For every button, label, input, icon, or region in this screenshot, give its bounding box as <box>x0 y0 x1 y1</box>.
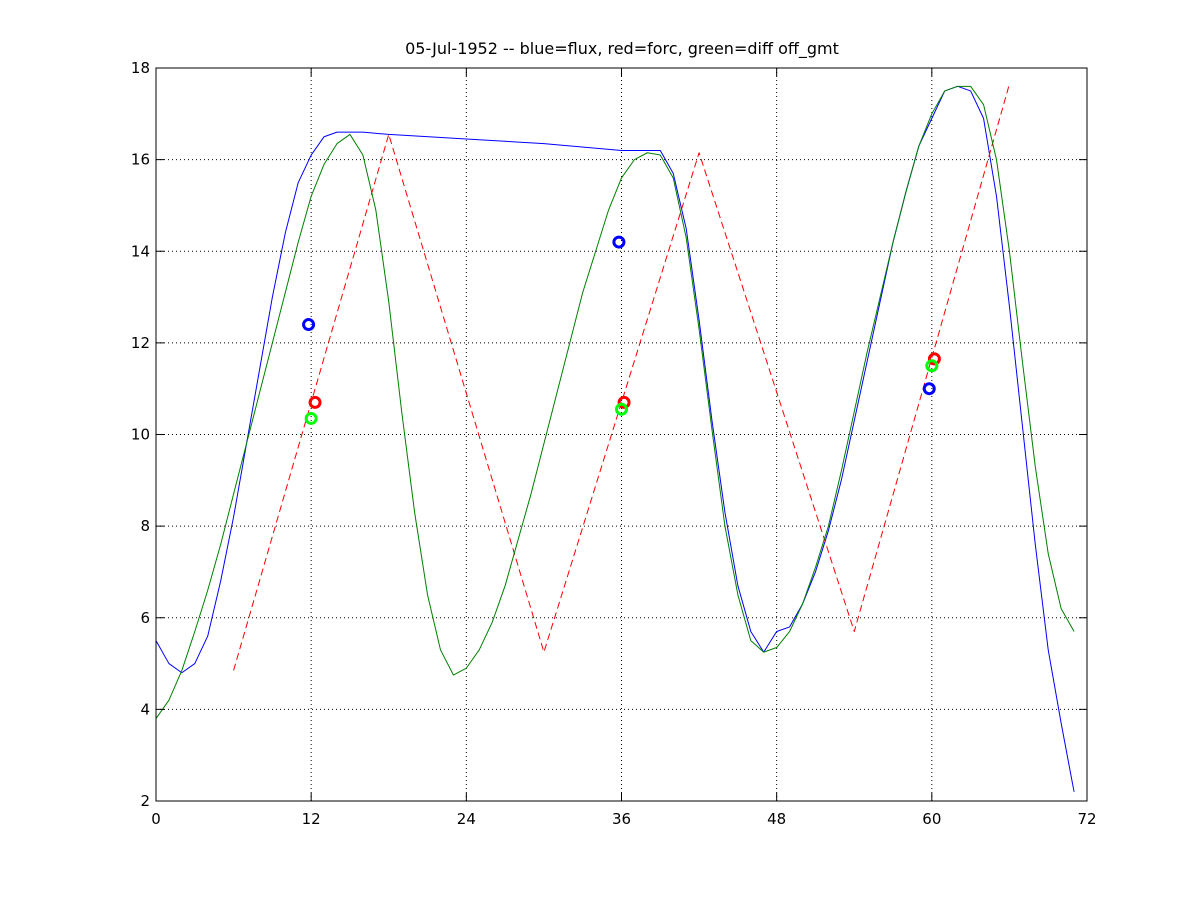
series-line-forc <box>233 83 1010 671</box>
marker-layer <box>302 235 941 425</box>
y-tick-label: 6 <box>140 609 150 627</box>
data-point-marker <box>308 395 322 409</box>
series-line-diff <box>155 85 1075 719</box>
y-tick-label: 14 <box>131 242 150 260</box>
x-tick-label: 24 <box>457 810 476 828</box>
data-point-marker <box>304 411 318 425</box>
y-tick-label: 10 <box>131 426 150 444</box>
data-point-marker <box>612 235 626 249</box>
y-tick-label: 18 <box>131 59 150 77</box>
data-point-marker <box>925 359 939 373</box>
data-point-marker <box>617 395 631 409</box>
x-tick-label: 72 <box>1077 810 1096 828</box>
y-tick-label: 4 <box>140 700 150 718</box>
y-tick-label: 8 <box>140 517 150 535</box>
series-line-flux <box>155 85 1075 792</box>
series-layer <box>155 83 1075 792</box>
x-tick-label: 48 <box>767 810 786 828</box>
data-point-marker <box>927 352 941 366</box>
data-point-marker <box>615 402 628 416</box>
x-tick-label: 0 <box>151 810 161 828</box>
y-tick-label: 2 <box>140 792 150 810</box>
x-tick-label: 12 <box>302 810 321 828</box>
data-point-marker <box>922 382 936 396</box>
chart-title: 05-Jul-1952 -- blue=flux, red=forc, gree… <box>405 39 839 59</box>
y-tick-label: 16 <box>131 151 150 169</box>
data-point-marker <box>302 318 316 332</box>
y-tick-label: 12 <box>131 334 150 352</box>
x-tick-label: 36 <box>612 810 631 828</box>
x-tick-label: 60 <box>922 810 941 828</box>
